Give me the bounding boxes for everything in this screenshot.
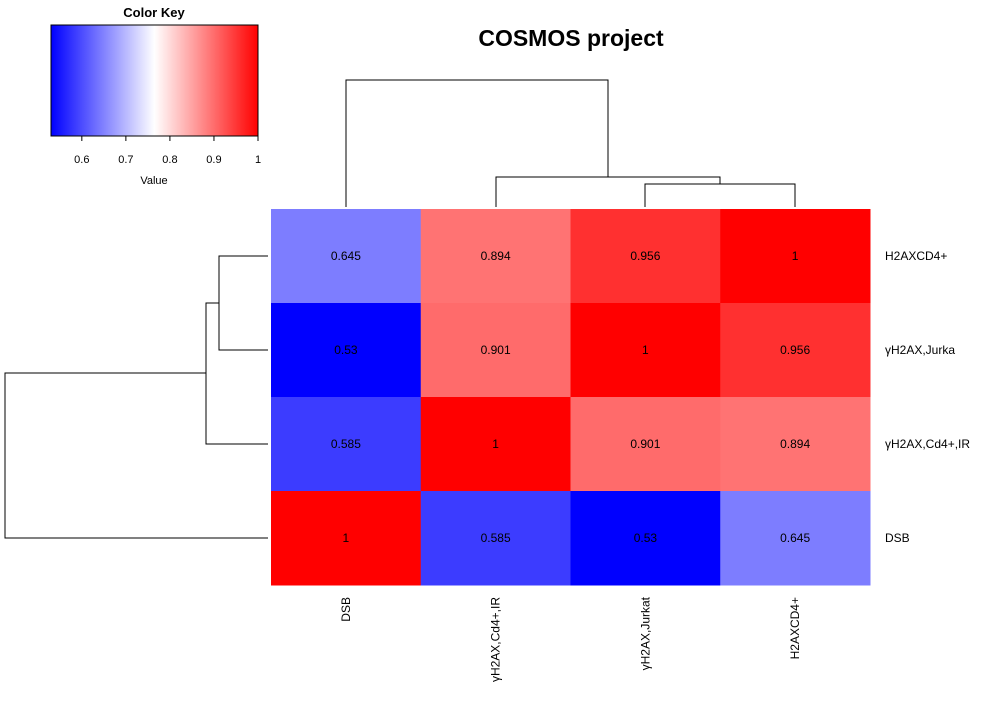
color-key-xlabel: Value — [140, 175, 167, 187]
heatmap-cell — [720, 397, 871, 492]
heatmap-cell — [570, 491, 721, 586]
heatmap-cell — [420, 397, 571, 492]
color-key-tick-label: 0.9 — [206, 154, 221, 166]
row-label: H2AXCD4+ — [885, 249, 947, 263]
heatmap-cell — [570, 209, 721, 304]
cell-value-label: 0.894 — [481, 249, 511, 263]
color-key-tick-label: 0.8 — [162, 154, 177, 166]
cell-value-label: 0.901 — [481, 343, 511, 357]
heatmap-cell — [570, 303, 721, 398]
column-dendrogram-branch — [345, 79, 609, 207]
heatmap-cell — [271, 397, 422, 492]
cell-value-label: 0.956 — [630, 249, 660, 263]
cell-value-label: 0.53 — [634, 531, 658, 545]
chart-title: COSMOS project — [478, 25, 664, 51]
cell-value-label: 0.645 — [780, 531, 810, 545]
heatmap-cell — [720, 209, 871, 304]
column-dendrogram — [345, 79, 796, 207]
row-labels: H2AXCD4+ γH2AX,Jurka γH2AX,Cd4+,IR DSB — [885, 249, 970, 545]
heatmap-cell — [271, 303, 422, 398]
color-key-title: Color Key — [123, 5, 185, 20]
color-key-gradient — [50, 24, 259, 137]
column-label: DSB — [339, 597, 353, 622]
color-key-tick-label: 0.7 — [118, 154, 133, 166]
heatmap-cell — [420, 491, 571, 586]
row-dendrogram-branch — [4, 372, 268, 539]
color-key-ticks: 0.6 0.7 0.8 0.9 1 — [74, 136, 261, 166]
row-dendrogram — [4, 255, 268, 539]
heatmap-cell — [720, 303, 871, 398]
cell-value-label: 0.956 — [780, 343, 810, 357]
row-label: γH2AX,Jurka — [885, 343, 955, 357]
heatmap-cell — [420, 209, 571, 304]
column-dendrogram-branch — [644, 183, 796, 207]
row-label: γH2AX,Cd4+,IR — [885, 437, 970, 451]
heatmap-cell — [570, 397, 721, 492]
row-dendrogram-branch — [218, 255, 268, 351]
cell-value-label: 0.585 — [331, 437, 361, 451]
row-label: DSB — [885, 531, 910, 545]
heatmap-cell — [720, 491, 871, 586]
heatmap-cell — [271, 209, 422, 304]
cell-value-label: 0.894 — [780, 437, 810, 451]
heatmap-cell — [271, 491, 422, 586]
cell-value-label: 0.901 — [630, 437, 660, 451]
cell-value-label: 0.53 — [334, 343, 358, 357]
cell-value-label: 0.585 — [481, 531, 511, 545]
cell-value-label: 1 — [792, 249, 799, 263]
column-label: γH2AX,Jurkat — [638, 596, 652, 670]
cell-value-label: 1 — [642, 343, 649, 357]
column-labels: DSB γH2AX,Cd4+,IR γH2AX,Jurkat H2AXCD4+ — [339, 596, 802, 682]
row-dendrogram-branch — [205, 302, 268, 445]
cell-value-label: 0.645 — [331, 249, 361, 263]
color-key-tick-label: 1 — [255, 154, 261, 166]
cell-value-label: 1 — [343, 531, 350, 545]
column-label: H2AXCD4+ — [788, 597, 802, 659]
column-label: γH2AX,Cd4+,IR — [489, 597, 503, 682]
heatmap-cells: 0.645 0.894 0.956 1 0.53 0.901 1 0.956 0.585 1 0.9… — [271, 209, 871, 586]
heatmap-cell — [420, 303, 571, 398]
color-key: Color Key 0.6 0.7 0.8 0.9 1 Value — [50, 5, 261, 187]
column-dendrogram-branch — [495, 176, 721, 207]
color-key-tick-label: 0.6 — [74, 154, 89, 166]
cell-value-label: 1 — [492, 437, 499, 451]
